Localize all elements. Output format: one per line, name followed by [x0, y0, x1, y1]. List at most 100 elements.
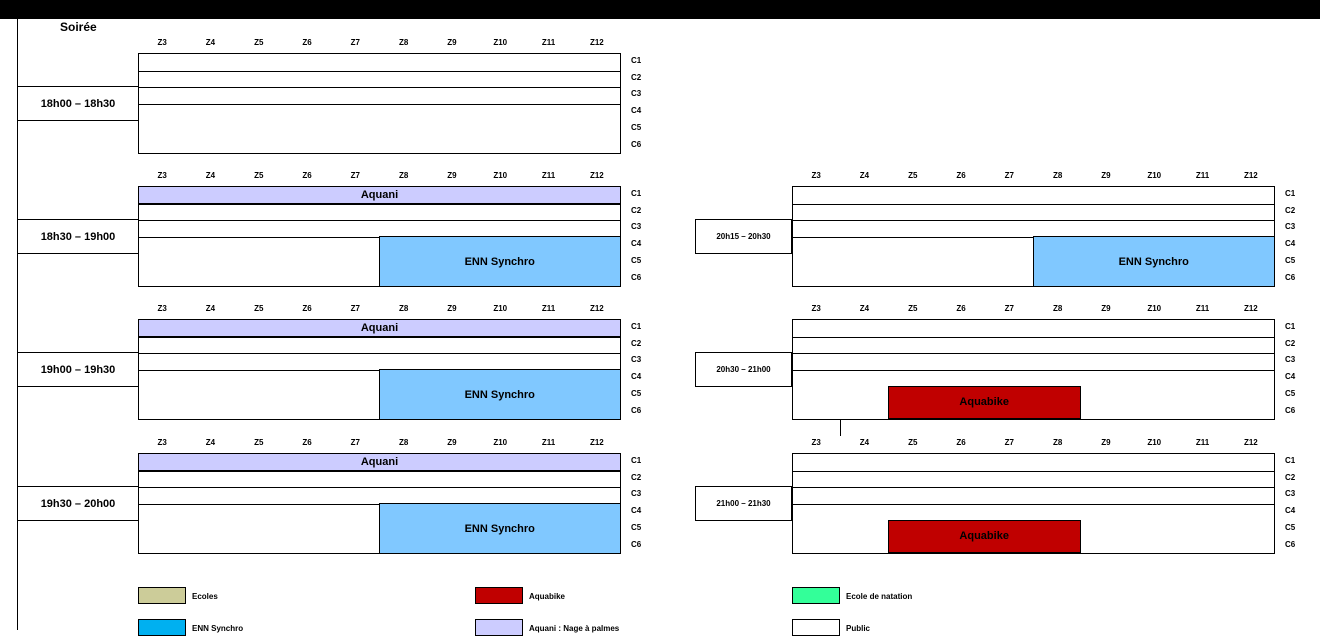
zone-header: Z6 [302, 171, 312, 180]
lane-label-c5: C5 [1285, 388, 1296, 398]
activity-block-synchro[interactable]: ENN Synchro [1032, 236, 1275, 288]
lane-label-c1: C1 [1285, 322, 1296, 331]
lane-label-c6: C6 [1285, 272, 1296, 282]
zone-header: Z7 [350, 304, 360, 313]
zone-header: Z12 [589, 304, 604, 313]
lane-divider [139, 487, 620, 489]
lane-label-c3: C3 [1285, 489, 1296, 499]
zone-header: Z11 [1195, 438, 1210, 447]
lane-divider [139, 353, 620, 355]
legend-label: Aquani : Nage à palmes [529, 624, 620, 633]
zone-header: Z7 [350, 171, 360, 180]
zone-header: Z7 [350, 438, 360, 447]
activity-block-aquani[interactable]: Aquani [138, 319, 621, 337]
lane-label-c1: C1 [1285, 189, 1296, 198]
legend-label: Ecole de natation [846, 592, 913, 601]
zone-header: Z8 [1052, 171, 1063, 180]
lane-label-c5: C5 [1285, 255, 1296, 265]
lane-divider [793, 353, 1274, 355]
lane-label-c5: C5 [631, 122, 642, 132]
lane-label-c2: C2 [631, 72, 642, 82]
zone-header: Z5 [254, 438, 264, 447]
top-bar [0, 0, 1320, 19]
zone-header: Z10 [1147, 438, 1162, 447]
zone-header: Z10 [493, 438, 508, 447]
lane-label-c2: C2 [631, 472, 642, 482]
zone-header: Z12 [589, 38, 604, 47]
zone-header: Z12 [589, 438, 604, 447]
lane-label-c3: C3 [631, 355, 642, 365]
lane-label-c3: C3 [631, 489, 642, 499]
lane-label-c3: C3 [631, 89, 642, 99]
time-slot-label: 18h30 – 19h00 [18, 219, 138, 254]
lane-label-c4: C4 [1285, 239, 1296, 249]
zone-header: Z7 [1004, 304, 1014, 313]
left-border [17, 19, 18, 630]
zone-header: Z9 [447, 304, 457, 313]
legend-label: Public [846, 624, 871, 633]
legend-label: Ecoles [192, 592, 218, 601]
activity-block-synchro[interactable]: ENN Synchro [378, 369, 621, 421]
lane-label-c4: C4 [631, 239, 642, 249]
zone-header: Z10 [1147, 304, 1162, 313]
zone-header: Z9 [447, 438, 457, 447]
zone-header: Z8 [398, 304, 409, 313]
zone-header: Z12 [1243, 171, 1258, 180]
lane-label-c3: C3 [1285, 355, 1296, 365]
lane-label-c3: C3 [631, 222, 642, 232]
lane-label-c4: C4 [1285, 506, 1296, 516]
zone-header: Z8 [1052, 438, 1063, 447]
lane-label-c6: C6 [631, 539, 642, 549]
lane-label-c1: C1 [631, 56, 642, 65]
activity-block-aquani[interactable]: Aquani [138, 453, 621, 471]
lane-divider [139, 470, 620, 472]
zone-header: Z9 [1101, 171, 1111, 180]
zone-header: Z7 [350, 38, 360, 47]
zone-header: Z7 [1004, 438, 1014, 447]
zone-header: Z8 [1052, 304, 1063, 313]
zone-header: Z10 [493, 38, 508, 47]
zone-header: Z11 [541, 38, 556, 47]
activity-block-aquani[interactable]: Aquani [138, 186, 621, 204]
zone-header: Z12 [1243, 438, 1258, 447]
activity-block-aquabike[interactable]: Aquabike [887, 519, 1081, 554]
zone-header: Z11 [541, 304, 556, 313]
time-slot-label: 19h00 – 19h30 [18, 352, 138, 387]
zone-header: Z12 [1243, 304, 1258, 313]
zone-header: Z5 [908, 304, 918, 313]
lane-label-c4: C4 [631, 372, 642, 382]
zone-header: Z6 [956, 171, 966, 180]
lane-label-c4: C4 [631, 106, 642, 116]
legend-swatch [475, 619, 523, 636]
legend-swatch [138, 619, 186, 636]
lane-label-c6: C6 [631, 272, 642, 282]
lane-divider [793, 220, 1274, 222]
lane-label-c1: C1 [631, 189, 642, 198]
lane-divider [793, 504, 1274, 506]
zone-header: Z4 [205, 171, 216, 180]
zone-header: Z6 [302, 304, 312, 313]
lane-label-c5: C5 [1285, 522, 1296, 532]
time-slot-label: 20h15 – 20h30 [695, 219, 792, 254]
activity-block-synchro[interactable]: ENN Synchro [378, 236, 621, 288]
zone-header: Z8 [398, 438, 409, 447]
zone-header: Z4 [205, 38, 216, 47]
lane-label-c6: C6 [631, 405, 642, 415]
lane-label-c4: C4 [631, 506, 642, 516]
time-slot-label: 21h00 – 21h30 [695, 486, 792, 521]
lane-label-c5: C5 [631, 388, 642, 398]
lane-label-c1: C1 [1285, 456, 1296, 465]
zone-header: Z8 [398, 171, 409, 180]
lane-label-c5: C5 [631, 522, 642, 532]
legend-label: Aquabike [529, 592, 566, 601]
zone-header: Z5 [254, 38, 264, 47]
lane-label-c6: C6 [631, 139, 642, 149]
zone-header: Z10 [1147, 171, 1162, 180]
activity-block-aquabike[interactable]: Aquabike [887, 385, 1081, 420]
lane-divider [793, 336, 1274, 338]
lane-label-c4: C4 [1285, 372, 1296, 382]
lane-label-c1: C1 [631, 456, 642, 465]
connector-line [840, 420, 841, 436]
zone-header: Z9 [1101, 304, 1111, 313]
activity-block-synchro[interactable]: ENN Synchro [378, 503, 621, 555]
